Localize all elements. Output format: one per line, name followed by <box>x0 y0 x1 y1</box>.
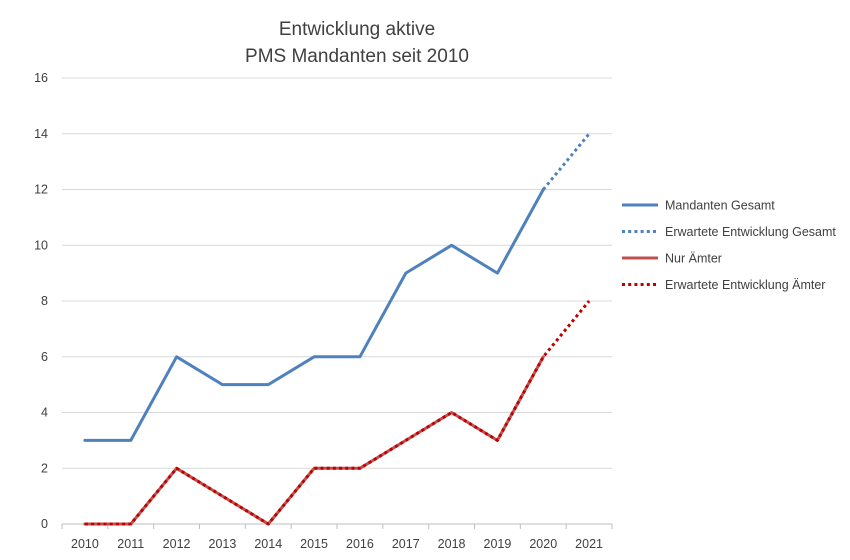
y-tick-label: 0 <box>41 517 48 531</box>
x-tick-label: 2010 <box>71 537 99 551</box>
x-tick-label: 2017 <box>392 537 420 551</box>
series-lines <box>83 132 591 526</box>
x-tick-label: 2018 <box>438 537 466 551</box>
legend-label-4: Erwartete Entwicklung Ämter <box>665 278 825 292</box>
y-tick-label: 16 <box>34 71 48 85</box>
legend-label-1: Mandanten Gesamt <box>665 199 775 213</box>
chart-title-line-1: Entwicklung aktive <box>279 19 435 40</box>
y-tick-label: 4 <box>41 406 48 420</box>
x-tick-label: 2016 <box>346 537 374 551</box>
x-tick-label: 2020 <box>529 537 557 551</box>
y-tick-label: 14 <box>34 127 48 141</box>
x-tick-label: 2013 <box>209 537 237 551</box>
y-tick-label: 12 <box>34 183 48 197</box>
x-tick-label: 2012 <box>163 537 191 551</box>
y-tick-label: 6 <box>41 350 48 364</box>
chart-title-line-2: PMS Mandanten seit 2010 <box>245 46 469 67</box>
x-tick-label: 2015 <box>300 537 328 551</box>
y-tick-label: 10 <box>34 238 48 252</box>
legend-label-3: Nur Ämter <box>665 252 722 266</box>
legend-label-2: Erwartete Entwicklung Gesamt <box>665 225 836 239</box>
y-tick-label: 8 <box>41 294 48 308</box>
y-tick-label: 2 <box>41 461 48 475</box>
x-tick-label: 2011 <box>117 537 144 551</box>
axes: 0 2 4 6 8 10 12 14 16 2010 2011 2012 2013 2014 2015 201… <box>34 71 613 551</box>
series-line-4 <box>84 300 591 526</box>
series-line-2 <box>542 132 591 191</box>
gridlines <box>62 77 612 469</box>
series-line-1 <box>83 188 545 442</box>
series-line-3 <box>83 355 545 526</box>
x-tick-label: 2021 <box>575 537 603 551</box>
x-tick-label: 2014 <box>254 537 282 551</box>
x-tick-label: 2019 <box>484 537 512 551</box>
legend: Mandanten Gesamt Erwartete Entwicklung Ge… <box>622 199 836 292</box>
